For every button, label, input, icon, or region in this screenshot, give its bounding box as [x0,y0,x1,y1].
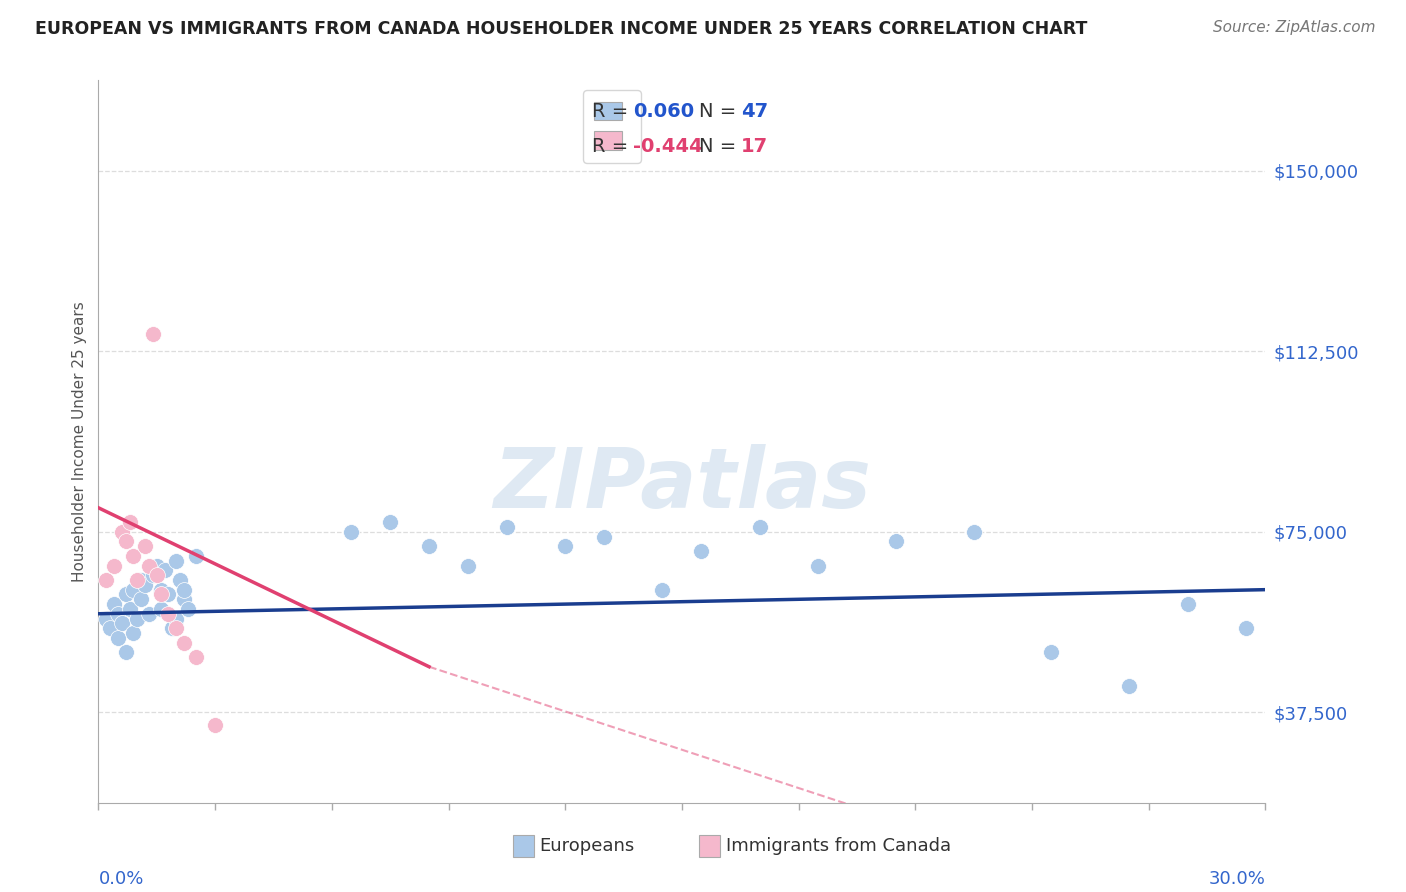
Point [204,717,226,731]
Point [142,327,165,342]
Point [96,573,118,587]
Text: Immigrants from Canada: Immigrants from Canada [727,838,952,855]
Point [651,582,673,597]
Point [127,611,149,625]
Point [118,602,141,616]
Point [149,582,172,597]
Bar [699,835,720,857]
Point [111,616,134,631]
Point [114,587,136,601]
Text: -0.444: -0.444 [633,137,703,156]
Point [884,534,907,549]
Point [690,544,713,558]
Y-axis label: Householder Income Under 25 years: Householder Income Under 25 years [72,301,87,582]
Point [114,534,136,549]
Point [457,558,479,573]
Point [118,515,141,529]
Point [340,524,363,539]
Text: 30.0%: 30.0% [1209,871,1265,888]
Point [962,524,984,539]
Point [554,539,576,553]
Text: ZIPatlas: ZIPatlas [494,444,870,525]
Point [162,621,184,635]
Point [1118,679,1140,693]
Legend: , : , [582,90,641,163]
Point [173,582,195,597]
Text: R =: R = [592,137,634,156]
Bar [513,835,534,857]
Text: 0.060: 0.060 [633,102,695,120]
Point [138,558,160,573]
Point [129,573,152,587]
Point [1177,597,1199,611]
Point [184,650,207,665]
Text: Europeans: Europeans [540,838,634,855]
Point [418,539,440,553]
Text: 47: 47 [741,102,769,120]
Point [138,607,160,621]
Text: N =: N = [699,137,742,156]
Point [593,530,616,544]
Point [165,554,187,568]
Point [807,558,830,573]
Point [380,515,402,529]
Point [496,520,519,534]
Point [1234,621,1257,635]
Point [107,631,129,645]
Point [157,587,180,601]
Point [111,524,134,539]
Point [146,568,169,582]
Point [153,563,176,577]
Point [173,592,195,607]
Point [114,645,136,659]
Text: Source: ZipAtlas.com: Source: ZipAtlas.com [1212,20,1375,35]
Point [103,558,125,573]
Text: EUROPEAN VS IMMIGRANTS FROM CANADA HOUSEHOLDER INCOME UNDER 25 YEARS CORRELATION: EUROPEAN VS IMMIGRANTS FROM CANADA HOUSE… [35,20,1087,37]
Point [98,621,121,635]
Point [748,520,770,534]
Point [173,635,195,649]
Point [146,558,169,573]
Point [177,602,200,616]
Point [122,582,145,597]
Text: N =: N = [699,102,742,120]
Point [134,539,156,553]
Point [122,626,145,640]
Point [149,602,172,616]
Point [1040,645,1063,659]
Text: 0.0%: 0.0% [98,871,143,888]
Point [149,587,172,601]
Point [103,597,125,611]
Text: 17: 17 [741,137,769,156]
Point [122,549,145,563]
Point [96,611,118,625]
Point [129,592,152,607]
Point [134,578,156,592]
Point [107,607,129,621]
Point [169,573,191,587]
Point [142,568,165,582]
Point [127,573,149,587]
Point [165,611,187,625]
Point [165,621,187,635]
Point [184,549,207,563]
Text: R =: R = [592,102,634,120]
Point [157,607,180,621]
